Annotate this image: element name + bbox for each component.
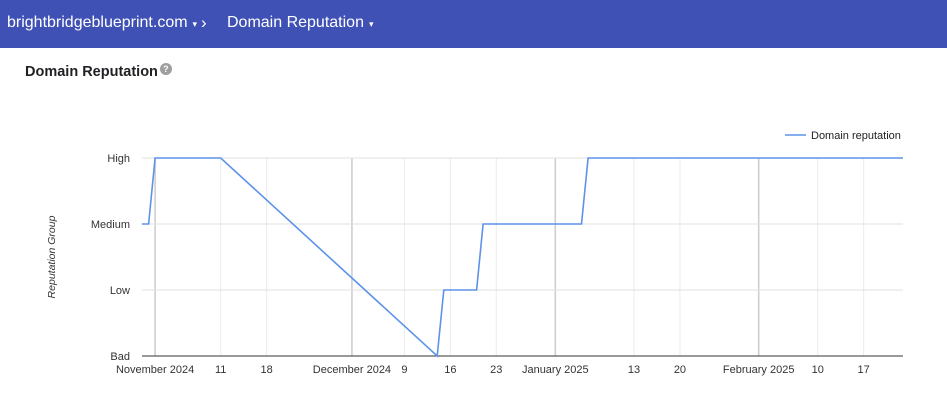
x-tick-label: 23: [490, 364, 502, 376]
x-tick-label: 11: [215, 364, 226, 376]
domain-selector-label: brightbridgeblueprint.com: [7, 14, 188, 31]
page-title-row: Domain Reputation ?: [25, 63, 172, 80]
report-selector[interactable]: Domain Reputation ▾: [227, 14, 374, 32]
dropdown-caret-icon: ▾: [192, 18, 198, 29]
x-tick-label: 18: [261, 364, 273, 376]
page-title: Domain Reputation: [25, 64, 158, 80]
x-tick-label: January 2025: [522, 364, 589, 376]
x-tick-label: November 2024: [116, 364, 194, 376]
breadcrumb-separator-icon: ›: [201, 13, 207, 32]
x-tick-label: December 2024: [313, 364, 391, 376]
legend-label: Domain reputation: [811, 130, 901, 142]
domain-selector[interactable]: brightbridgeblueprint.com ▾: [7, 14, 197, 32]
x-tick-label: 13: [628, 364, 640, 376]
y-tick-label: Medium: [91, 219, 130, 231]
top-app-bar: brightbridgeblueprint.com ▾ › Domain Rep…: [0, 0, 947, 48]
dropdown-caret-icon: ▾: [368, 18, 374, 29]
help-icon[interactable]: ?: [159, 63, 172, 75]
y-axis-title: Reputation Group: [46, 215, 58, 298]
x-tick-label: 20: [674, 364, 686, 376]
series-line-domain-reputation: [142, 157, 903, 358]
x-tick-label: 10: [812, 364, 824, 376]
report-selector-label: Domain Reputation: [227, 14, 364, 31]
y-tick-label: Low: [110, 285, 130, 297]
x-tick-label: 16: [444, 364, 456, 376]
x-tick-label: 17: [858, 364, 870, 376]
y-tick-label: Bad: [110, 351, 130, 363]
x-tick-label: 9: [401, 364, 407, 376]
y-tick-label: High: [107, 153, 130, 165]
x-tick-label: February 2025: [723, 364, 795, 376]
